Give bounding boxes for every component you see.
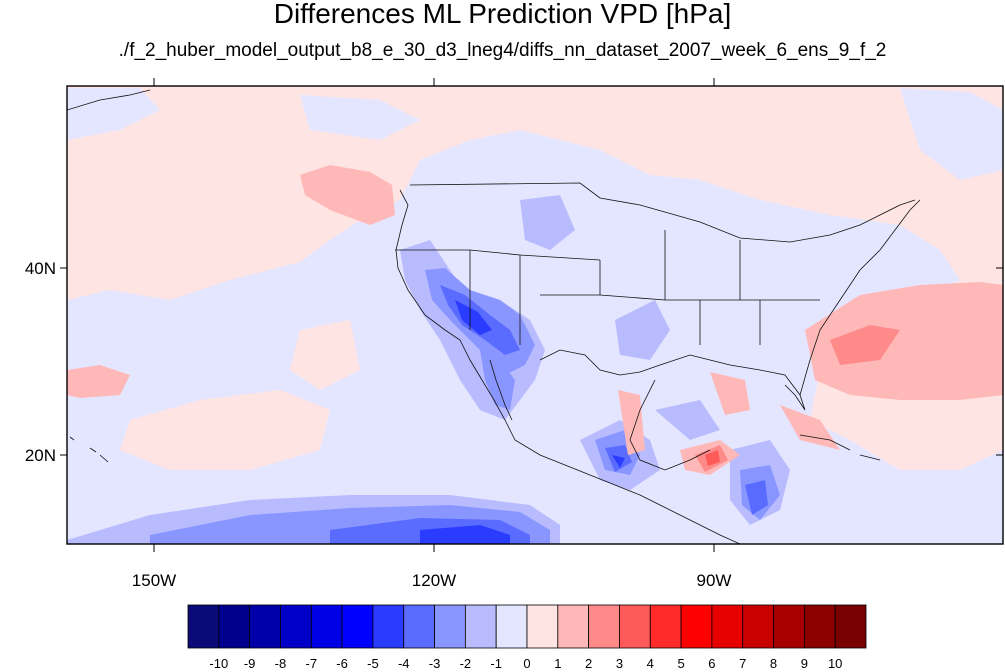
colorbar-swatch [711, 604, 744, 649]
colorbar-label: 1 [554, 656, 561, 671]
colorbar-swatch [434, 604, 466, 649]
x-tick-label-120w: 120W [412, 571, 456, 590]
colorbar-label: 5 [677, 656, 684, 671]
coastlines [67, 89, 921, 544]
colorbar-swatch [495, 604, 528, 649]
colorbar-swatch [649, 604, 682, 649]
colorbar-label: -1 [490, 656, 502, 671]
field-level-plus0 [120, 320, 360, 470]
colorbar-label: -10 [209, 656, 228, 671]
y-tick-label-40n: 40N [25, 259, 56, 278]
x-tick-label-90w: 90W [697, 571, 732, 590]
colorbar-label: 0 [523, 656, 530, 671]
colorbar-label: 2 [585, 656, 592, 671]
colorbar-label: -3 [429, 656, 441, 671]
colorbar-swatch [834, 604, 867, 649]
map-frame [66, 85, 1004, 545]
colorbar-swatch [403, 604, 435, 649]
colorbar-label: -9 [244, 656, 256, 671]
axis-ticks [60, 78, 1003, 552]
colorbar-label: 7 [739, 656, 746, 671]
colorbar-label: -5 [367, 656, 379, 671]
y-tick-label-20n: 20N [25, 446, 56, 465]
colorbar-swatch [803, 604, 836, 649]
colorbar-swatch [588, 604, 620, 649]
colorbar-swatch [372, 604, 405, 649]
colorbar-swatch [310, 604, 343, 649]
x-tick-label-150w: 150W [132, 571, 176, 590]
colorbar-swatch [680, 604, 713, 649]
colorbar-swatch [557, 604, 590, 649]
colorbar-label: -4 [398, 656, 410, 671]
colorbar-label: -2 [460, 656, 472, 671]
colorbar-label: 10 [828, 656, 842, 671]
colorbar-label: 3 [616, 656, 623, 671]
colorbar-label: -8 [275, 656, 287, 671]
colorbar: -10 -9 -8 -7 -6 -5 -4 -3 -2 -1 0 1 2 3 4 5 6 7 8 9 10 [187, 604, 867, 671]
map-subtitle: ./f_2_huber_model_output_b8_e_30_d3_lneg… [118, 40, 887, 61]
colorbar-swatch [218, 604, 251, 649]
colorbar-swatch [773, 604, 805, 649]
colorbar-swatch [464, 604, 497, 649]
colorbar-swatch [619, 604, 651, 649]
colorbar-swatch [526, 604, 559, 649]
colorbar-label: 4 [647, 656, 654, 671]
field-level-plus3 [705, 450, 720, 466]
colorbar-label: -6 [336, 656, 348, 671]
colorbar-label: 9 [801, 656, 808, 671]
colorbar-label: 6 [708, 656, 715, 671]
colorbar-swatch [249, 604, 281, 649]
colorbar-label: 8 [770, 656, 777, 671]
map-field [67, 86, 1003, 544]
colorbar-swatch [742, 604, 774, 649]
map-title: Differences ML Prediction VPD [hPa] [273, 0, 732, 29]
colorbar-swatch [341, 604, 374, 649]
field-level-minus5 [420, 300, 625, 544]
colorbar-swatch [280, 604, 312, 649]
colorbar-label: -7 [305, 656, 317, 671]
colorbar-swatch [187, 604, 220, 649]
field-level-plus1 [67, 165, 1003, 475]
